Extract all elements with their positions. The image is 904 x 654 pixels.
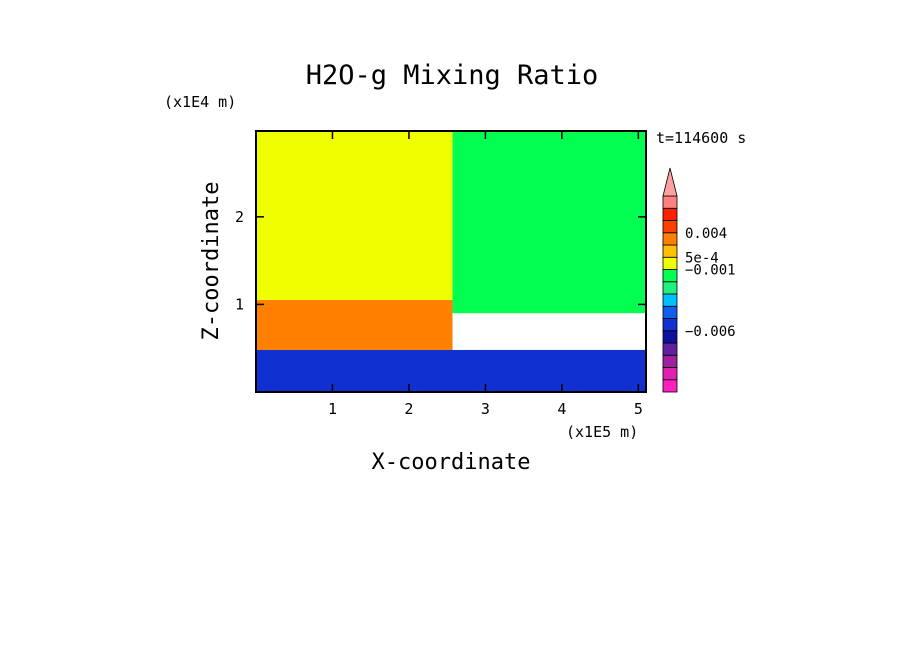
plot-frame (255, 130, 647, 393)
colorbar-level (662, 367, 678, 381)
chart-title: H2O-g Mixing Ratio (306, 60, 599, 91)
colorbar-label: −0.006 (685, 324, 736, 340)
x-axis-label: X-coordinate (372, 450, 531, 475)
colorbar-level (662, 354, 678, 368)
field-region-upper-left (256, 131, 453, 301)
y-tick-label: 1 (235, 295, 244, 313)
x-tick-label: 5 (634, 400, 643, 418)
x-tick-label: 3 (481, 400, 490, 418)
mixing-ratio-field (256, 131, 646, 392)
y-tick-label: 2 (235, 208, 244, 226)
colorbar-level (662, 232, 678, 246)
colorbar-level (662, 207, 678, 221)
x-tick-label: 1 (328, 400, 337, 418)
x-axis: 1 2 3 4 5 (328, 131, 643, 418)
colorbar-label: 5e-4 (685, 250, 719, 266)
y-axis-label: Z-coordinate (199, 182, 224, 341)
time-label: t=114600 s (656, 129, 746, 147)
colorbar-labels: 0.004 5e-4−0.001 −0.006 (685, 226, 736, 340)
colorbar-level (662, 220, 678, 234)
field-region-upper-right (452, 131, 646, 314)
colorbar-level (662, 342, 678, 356)
field-region-lower (256, 349, 646, 392)
colorbar-level (662, 269, 678, 283)
colorbar-level (662, 256, 678, 270)
colorbar-label: 0.004 (685, 226, 727, 242)
colorbar-level (662, 293, 678, 307)
y-axis: 12 (235, 208, 646, 313)
colorbar-level (662, 305, 678, 319)
colorbar-level (662, 281, 678, 295)
colorbar-level (662, 195, 678, 209)
colorbar-level (662, 244, 678, 258)
colorbar-level (662, 318, 678, 332)
colorbar-label: −0.001 (685, 263, 736, 279)
colorbar-level (662, 330, 678, 344)
colorbar-extend-arrow (662, 167, 678, 197)
y-scale-label: (x1E4 m) (164, 93, 236, 111)
x-tick-label: 2 (404, 400, 413, 418)
field-region-mid-left (256, 300, 453, 350)
x-tick-label: 4 (557, 400, 566, 418)
x-scale-label: (x1E5 m) (566, 423, 638, 441)
colorbar-level (662, 379, 678, 393)
colorbar (662, 167, 678, 393)
